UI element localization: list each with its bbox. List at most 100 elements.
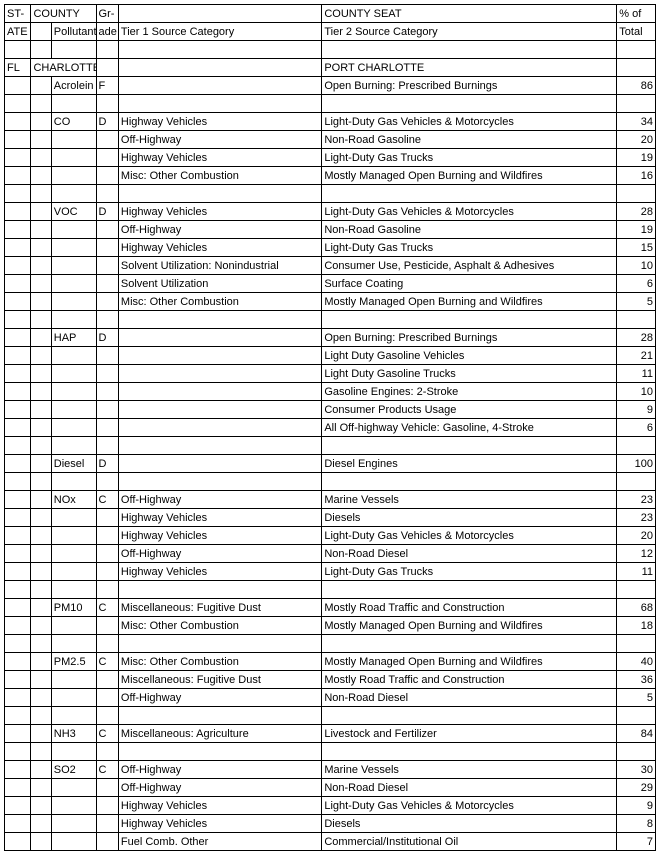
table-row: Highway VehiclesLight-Duty Gas Trucks11 [5, 563, 656, 581]
cell: Misc: Other Combustion [118, 167, 321, 185]
cell [5, 41, 31, 59]
cell [31, 833, 51, 851]
cell [617, 311, 656, 329]
cell: 16 [617, 167, 656, 185]
cell [5, 131, 31, 149]
cell [51, 167, 96, 185]
table-row: Off-HighwayNon-Road Diesel5 [5, 689, 656, 707]
cell: Off-Highway [118, 221, 321, 239]
cell: Mostly Road Traffic and Construction [322, 671, 617, 689]
cell: Non-Road Gasoline [322, 131, 617, 149]
cell: Non-Road Diesel [322, 689, 617, 707]
table-row: SO2COff-HighwayMarine Vessels30 [5, 761, 656, 779]
cell [5, 113, 31, 131]
cell [5, 545, 31, 563]
cell [322, 707, 617, 725]
cell: 84 [617, 725, 656, 743]
cell [31, 743, 51, 761]
cell [5, 401, 31, 419]
cell: 20 [617, 527, 656, 545]
cell [31, 239, 51, 257]
cell: 36 [617, 671, 656, 689]
cell [118, 581, 321, 599]
cell [51, 221, 96, 239]
cell [118, 419, 321, 437]
table-row: HAPDOpen Burning: Prescribed Burnings28 [5, 329, 656, 347]
table-row: All Off-highway Vehicle: Gasoline, 4-Str… [5, 419, 656, 437]
cell: Highway Vehicles [118, 113, 321, 131]
cell: CO [51, 113, 96, 131]
cell [31, 419, 51, 437]
cell [96, 563, 118, 581]
table-row: Highway VehiclesDiesels8 [5, 815, 656, 833]
cell [118, 473, 321, 491]
cell [51, 437, 96, 455]
cell [31, 599, 51, 617]
cell [617, 59, 656, 77]
cell [96, 545, 118, 563]
cell [322, 41, 617, 59]
cell: Light-Duty Gas Vehicles & Motorcycles [322, 797, 617, 815]
cell [96, 689, 118, 707]
cell: C [96, 599, 118, 617]
cell: F [96, 77, 118, 95]
cell [51, 545, 96, 563]
cell: 5 [617, 293, 656, 311]
cell [51, 473, 96, 491]
cell: Misc: Other Combustion [118, 293, 321, 311]
cell [31, 797, 51, 815]
table-row: VOCDHighway VehiclesLight-Duty Gas Vehic… [5, 203, 656, 221]
cell: SO2 [51, 761, 96, 779]
cell [96, 707, 118, 725]
table-row: Miscellaneous: Fugitive DustMostly Road … [5, 671, 656, 689]
cell [31, 617, 51, 635]
cell: Non-Road Diesel [322, 779, 617, 797]
cell: Light Duty Gasoline Trucks [322, 365, 617, 383]
table-row: Consumer Products Usage9 [5, 401, 656, 419]
cell: VOC [51, 203, 96, 221]
cell: Mostly Managed Open Burning and Wildfire… [322, 617, 617, 635]
cell: 34 [617, 113, 656, 131]
cell [96, 41, 118, 59]
cell [51, 257, 96, 275]
cell: Off-Highway [118, 779, 321, 797]
cell [96, 293, 118, 311]
cell [5, 509, 31, 527]
cell [617, 743, 656, 761]
cell [118, 329, 321, 347]
cell: Open Burning: Prescribed Burnings [322, 329, 617, 347]
cell [5, 725, 31, 743]
cell [5, 527, 31, 545]
cell [31, 779, 51, 797]
cell [51, 815, 96, 833]
cell [96, 167, 118, 185]
cell: C [96, 725, 118, 743]
hdr-blank1 [118, 5, 321, 23]
cell: Mostly Road Traffic and Construction [322, 599, 617, 617]
cell [96, 311, 118, 329]
cell [5, 599, 31, 617]
cell [96, 95, 118, 113]
cell [51, 365, 96, 383]
cell: 5 [617, 689, 656, 707]
table-row [5, 635, 656, 653]
cell [5, 743, 31, 761]
cell [5, 581, 31, 599]
cell [118, 635, 321, 653]
cell [96, 833, 118, 851]
cell [5, 617, 31, 635]
cell [51, 401, 96, 419]
cell [5, 635, 31, 653]
cell [617, 473, 656, 491]
table-row: Misc: Other CombustionMostly Managed Ope… [5, 167, 656, 185]
cell: 11 [617, 563, 656, 581]
cell [51, 419, 96, 437]
cell [51, 185, 96, 203]
cell: Highway Vehicles [118, 203, 321, 221]
table-row: NOxCOff-HighwayMarine Vessels23 [5, 491, 656, 509]
cell [51, 95, 96, 113]
cell: Commercial/Institutional Oil [322, 833, 617, 851]
cell [51, 689, 96, 707]
cell [96, 383, 118, 401]
cell: FL [5, 59, 31, 77]
